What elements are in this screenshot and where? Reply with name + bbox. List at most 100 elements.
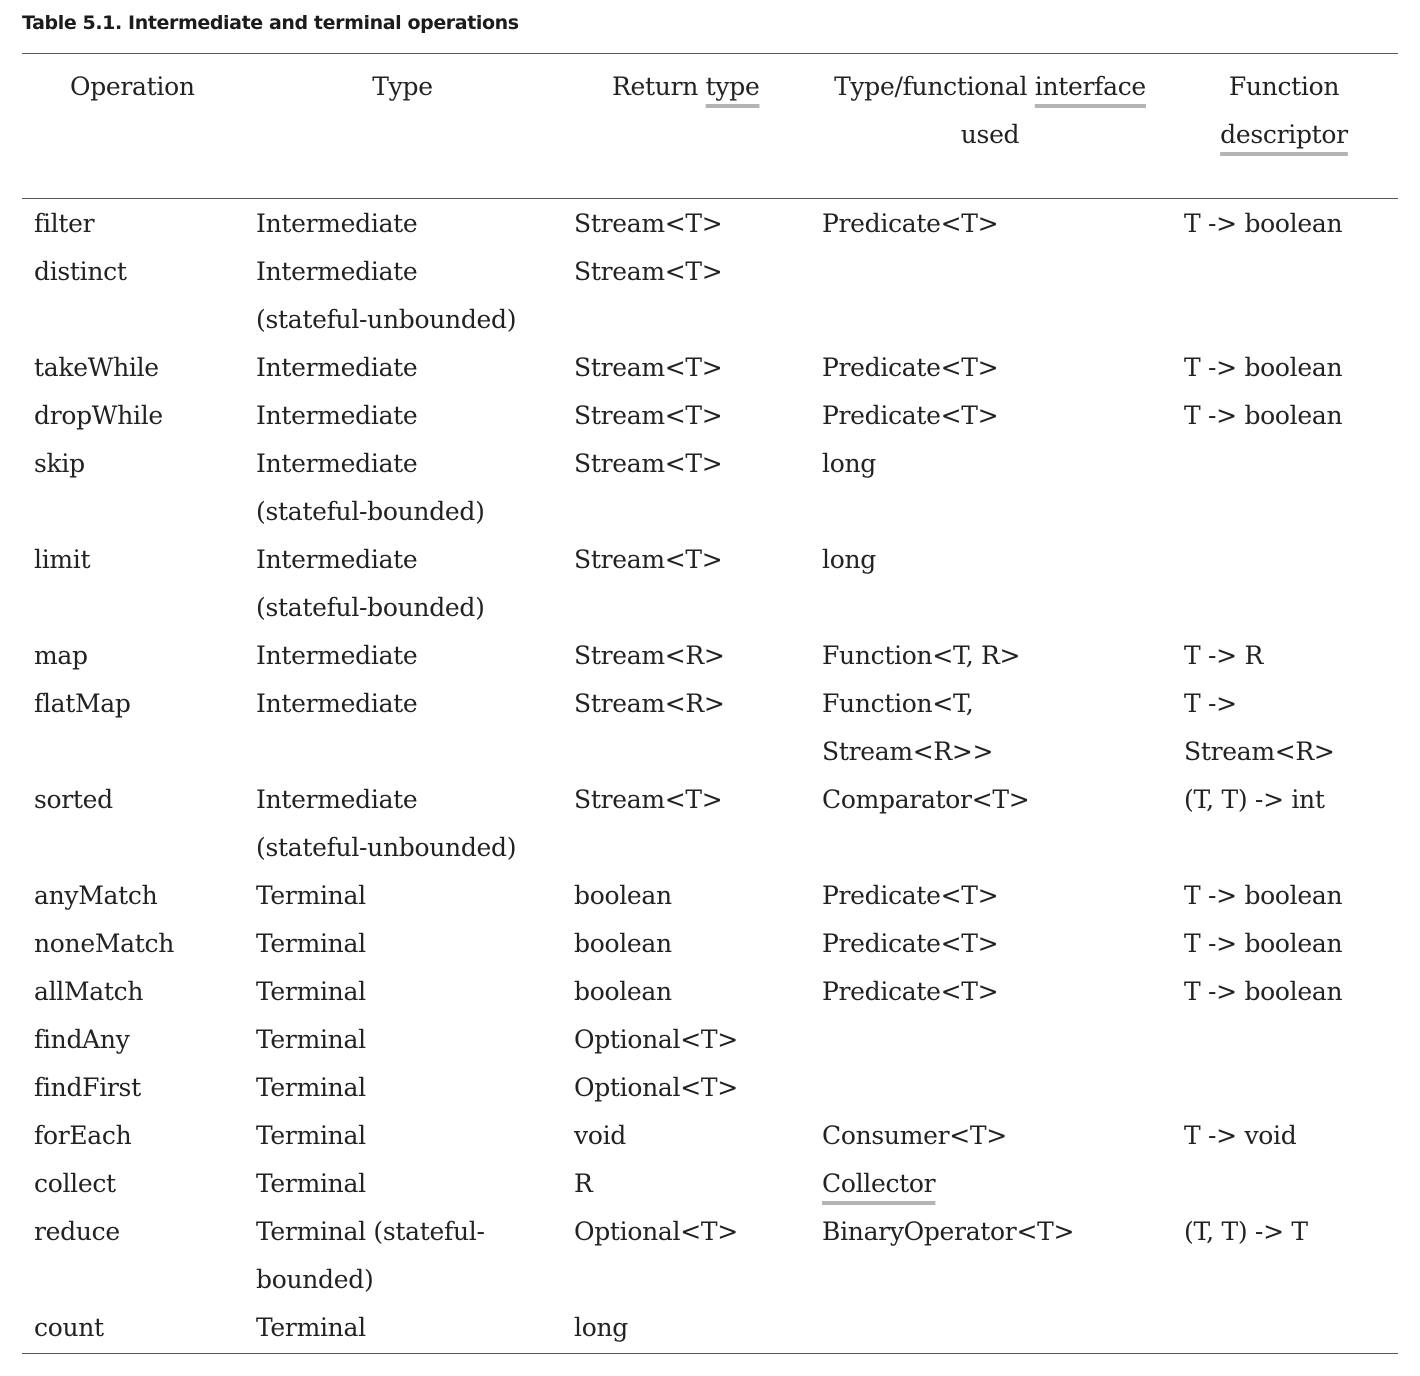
cell-operation: collect [34,1169,116,1198]
cell-descriptor-line: (T, T) -> T [1184,1217,1308,1246]
cell-descriptor-line: T -> void [1184,1121,1297,1150]
table-header-rule [22,198,1398,199]
cell-descriptor: (T, T) -> T [1184,1208,1308,1256]
header-descriptor-label: Function [1228,72,1340,101]
cell-operation: allMatch [34,977,144,1006]
header-operation-label: Operation [70,72,195,101]
cell-operation: takeWhile [34,353,159,382]
cell-return-type: boolean [574,872,672,920]
cell-return-type-line: boolean [574,977,672,1006]
cell-descriptor: T -> boolean [1184,392,1343,440]
cell-operation: map [34,641,88,670]
cell-descriptor: T -> boolean [1184,920,1343,968]
cell-return-type-line: Optional<T> [574,1025,738,1054]
cell-return-type-line: boolean [574,929,672,958]
cell-return-type-line: boolean [574,881,672,910]
cell-interface-line: long [822,449,876,478]
header-return-type-text: Return [612,72,706,101]
cell-return-type: long [574,1304,628,1352]
header-descriptor: Function descriptor [1219,63,1349,159]
cell-type: Terminal [256,1112,366,1160]
cell-operation: findAny [34,1025,130,1054]
cell-return-type: Optional<T> [574,1208,738,1256]
cell-type: Terminal [256,1304,366,1352]
cell-type: Terminal [256,1016,366,1064]
cell-return-type-line: Stream<T> [574,785,723,814]
cell-type: Intermediate (stateful-bounded) [256,536,485,632]
cell-type-line: Terminal [256,1121,366,1150]
cell-return-type-line: Optional<T> [574,1073,738,1102]
cell-type-line: bounded) [256,1265,374,1294]
cell-return-type-line: Stream<T> [574,401,723,430]
header-descriptor-link[interactable]: descriptor [1220,120,1348,149]
cell-descriptor-line: T -> boolean [1184,401,1343,430]
cell-operation: count [34,1313,104,1342]
table-bottom-rule [22,1353,1398,1354]
cell-interface: Consumer<T> [822,1112,1007,1160]
cell-return-type: Stream<T> [574,200,723,248]
cell-operation: filter [34,209,95,238]
header-type: Type [372,63,433,111]
cell-type: Terminal (stateful-bounded) [256,1208,485,1304]
cell-type: Terminal [256,968,366,1016]
cell-return-type: Stream<T> [574,248,723,296]
cell-descriptor-line: T -> boolean [1184,977,1343,1006]
cell-descriptor-line: T -> R [1184,641,1263,670]
cell-descriptor-line: Stream<R> [1184,737,1335,766]
cell-descriptor: T -> boolean [1184,344,1343,392]
cell-interface: long [822,536,876,584]
cell-type-line: (stateful-unbounded) [256,833,517,862]
header-return-type-link[interactable]: type [705,72,760,101]
cell-operation: forEach [34,1121,132,1150]
cell-return-type-line: Stream<T> [574,257,723,286]
cell-type-line: Intermediate [256,257,418,286]
cell-interface-line: Predicate<T> [822,881,999,910]
cell-return-type-line: Stream<T> [574,209,723,238]
cell-type: Intermediate (stateful-bounded) [256,440,485,536]
cell-return-type: Optional<T> [574,1016,738,1064]
cell-descriptor-line: T -> boolean [1184,929,1343,958]
cell-return-type: Stream<R> [574,632,725,680]
table-caption: Table 5.1. Intermediate and terminal ope… [22,12,519,34]
cell-interface: Predicate<T> [822,920,999,968]
cell-operation: flatMap [34,689,131,718]
cell-interface-line: Predicate<T> [822,929,999,958]
cell-type: Intermediate (stateful-unbounded) [256,776,516,872]
header-return-type: Return type [612,63,760,111]
cell-type-line: Terminal [256,881,366,910]
cell-type: Intermediate [256,392,418,440]
cell-descriptor-line: T -> boolean [1184,209,1343,238]
cell-type-line: Intermediate [256,353,418,382]
cell-type: Terminal [256,872,366,920]
cell-interface: Collector [822,1160,936,1208]
cell-return-type-line: Optional<T> [574,1217,738,1246]
cell-descriptor: T -> boolean [1184,200,1343,248]
cell-return-type: Stream<T> [574,536,723,584]
header-type-label: Type [372,72,433,101]
cell-operation: skip [34,449,85,478]
header-interface-link[interactable]: interface [1034,72,1146,101]
cell-operation: reduce [34,1217,120,1246]
cell-return-type: boolean [574,920,672,968]
cell-descriptor-line: (T, T) -> int [1184,785,1325,814]
cell-operation: distinct [34,257,127,286]
cell-descriptor: T -> boolean [1184,872,1343,920]
cell-interface-line: Predicate<T> [822,353,999,382]
cell-return-type: void [574,1112,626,1160]
cell-interface: Predicate<T> [822,392,999,440]
cell-type: Terminal [256,1160,366,1208]
cell-type-line: Intermediate [256,209,418,238]
cell-return-type-line: Stream<T> [574,353,723,382]
cell-type-line: Intermediate [256,401,418,430]
cell-interface: Function<T, R> [822,632,1020,680]
collector-link[interactable]: Collector [822,1169,936,1198]
cell-interface: long [822,440,876,488]
cell-descriptor: T -> boolean [1184,968,1343,1016]
cell-type: Terminal [256,1064,366,1112]
cell-return-type-line: Stream<T> [574,449,723,478]
cell-return-type: Stream<T> [574,440,723,488]
cell-type: Intermediate [256,632,418,680]
cell-interface-line: Function<T, R> [822,641,1021,670]
cell-interface: Comparator<T> [822,776,1030,824]
cell-descriptor: T -> void [1184,1112,1297,1160]
